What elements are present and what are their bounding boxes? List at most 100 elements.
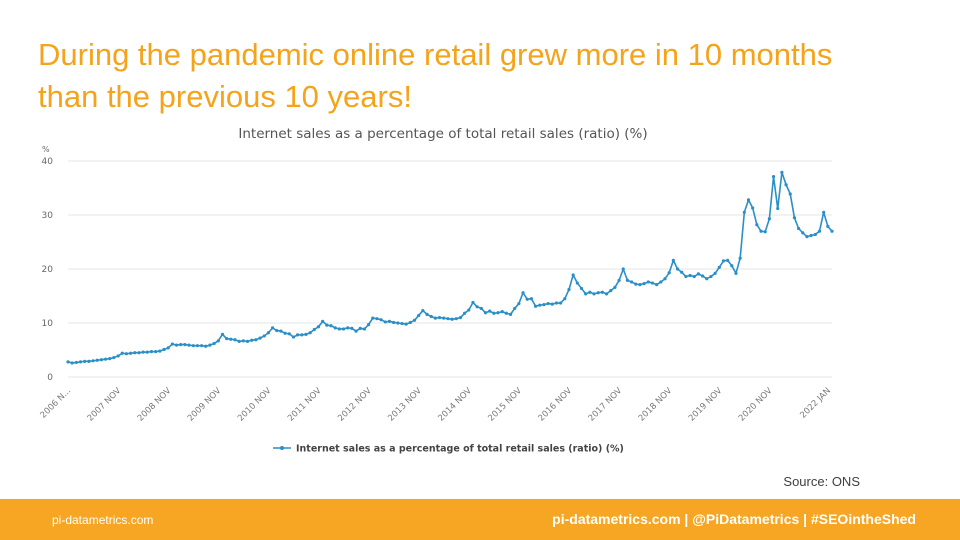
data-point bbox=[145, 350, 149, 354]
data-point bbox=[383, 320, 387, 324]
data-point bbox=[371, 316, 375, 320]
data-point bbox=[237, 339, 241, 343]
data-point bbox=[613, 285, 617, 289]
data-point bbox=[446, 317, 450, 321]
data-point bbox=[554, 301, 559, 305]
data-point bbox=[283, 331, 287, 335]
data-point bbox=[212, 341, 216, 346]
data-point bbox=[692, 274, 696, 279]
data-point bbox=[713, 271, 717, 275]
footer-website-link[interactable]: pi-datametrics.com bbox=[52, 513, 154, 527]
data-point bbox=[746, 198, 751, 202]
data-point bbox=[801, 231, 805, 235]
data-point bbox=[575, 281, 579, 285]
data-point bbox=[696, 272, 701, 276]
data-point bbox=[726, 258, 730, 262]
legend-marker-swatch bbox=[280, 446, 284, 450]
data-point bbox=[488, 309, 492, 313]
data-point bbox=[776, 206, 780, 211]
data-point bbox=[245, 339, 250, 343]
footer-bar: pi-datametrics.com pi-datametrics.com | … bbox=[0, 499, 960, 540]
data-point bbox=[166, 346, 170, 350]
chart-title: Internet sales as a percentage of total … bbox=[238, 126, 647, 142]
data-point bbox=[646, 280, 650, 284]
y-tick-label: 0 bbox=[47, 373, 53, 383]
data-point bbox=[116, 354, 120, 358]
data-point bbox=[454, 317, 458, 321]
data-point bbox=[788, 192, 792, 196]
data-point bbox=[174, 343, 179, 347]
data-point bbox=[500, 310, 504, 314]
data-point bbox=[671, 258, 675, 262]
x-tick-label: 2018 NOV bbox=[637, 386, 675, 424]
x-tick-label: 2022 JAN bbox=[798, 386, 833, 421]
data-point bbox=[158, 349, 162, 353]
data-point bbox=[600, 290, 604, 294]
data-point bbox=[321, 319, 325, 323]
data-point bbox=[350, 326, 354, 330]
series-internet-sales bbox=[66, 170, 834, 365]
data-point bbox=[730, 264, 734, 268]
data-point bbox=[124, 352, 129, 356]
x-tick-label: 2011 NOV bbox=[286, 386, 324, 424]
data-point bbox=[204, 344, 208, 348]
data-point bbox=[70, 361, 74, 365]
data-point bbox=[642, 281, 646, 286]
data-point bbox=[366, 323, 371, 327]
data-point bbox=[312, 327, 316, 332]
data-point bbox=[809, 233, 813, 238]
data-point bbox=[187, 343, 191, 347]
data-point bbox=[792, 216, 797, 220]
x-tick-label: 2013 NOV bbox=[386, 386, 424, 424]
data-point bbox=[813, 232, 817, 237]
data-point bbox=[559, 301, 563, 305]
data-point bbox=[421, 308, 425, 313]
data-point bbox=[112, 355, 116, 360]
series-line bbox=[67, 171, 833, 364]
data-point bbox=[229, 337, 233, 341]
data-point bbox=[617, 278, 621, 282]
x-axis-ticks: 2006 N... 2007 NOV 2008 NOV 2009 NOV 2010 NO… bbox=[39, 386, 833, 424]
data-point bbox=[183, 343, 187, 347]
data-point bbox=[513, 306, 517, 311]
data-point bbox=[751, 206, 755, 210]
x-tick-label: 2012 NOV bbox=[336, 386, 374, 424]
data-point bbox=[258, 336, 262, 340]
footer-social-links[interactable]: pi-datametrics.com | @PiDatametrics | #S… bbox=[552, 511, 916, 527]
data-point bbox=[604, 292, 609, 296]
data-point bbox=[450, 317, 454, 321]
y-tick-label: 40 bbox=[42, 157, 54, 167]
x-tick-label: 2007 NOV bbox=[86, 386, 124, 424]
data-point bbox=[479, 306, 483, 311]
data-point bbox=[705, 277, 709, 281]
data-point bbox=[279, 329, 283, 333]
data-point bbox=[241, 339, 245, 343]
data-point bbox=[129, 351, 133, 355]
data-point bbox=[266, 331, 270, 335]
data-point bbox=[429, 314, 433, 319]
data-point bbox=[483, 311, 488, 315]
data-point bbox=[262, 334, 266, 338]
data-point bbox=[525, 297, 529, 301]
data-point bbox=[592, 292, 596, 296]
data-point bbox=[763, 230, 767, 234]
data-point bbox=[137, 351, 141, 355]
data-point bbox=[638, 283, 642, 287]
data-point bbox=[634, 282, 638, 286]
data-point bbox=[659, 280, 663, 284]
x-tick-label: 2015 NOV bbox=[486, 386, 524, 424]
data-point bbox=[650, 281, 655, 285]
data-point bbox=[83, 359, 87, 363]
legend-label: Internet sales as a percentage of total … bbox=[296, 444, 624, 455]
line-chart: Internet sales as a percentage of total … bbox=[39, 126, 834, 455]
data-point bbox=[571, 273, 575, 277]
data-point bbox=[354, 329, 358, 333]
data-point bbox=[375, 317, 379, 321]
data-point bbox=[542, 303, 546, 307]
data-point bbox=[74, 360, 78, 365]
data-point bbox=[404, 322, 408, 326]
data-point bbox=[275, 328, 279, 333]
data-point bbox=[325, 323, 329, 327]
y-tick-label: 20 bbox=[42, 265, 54, 275]
x-tick-label: 2017 NOV bbox=[587, 386, 625, 424]
